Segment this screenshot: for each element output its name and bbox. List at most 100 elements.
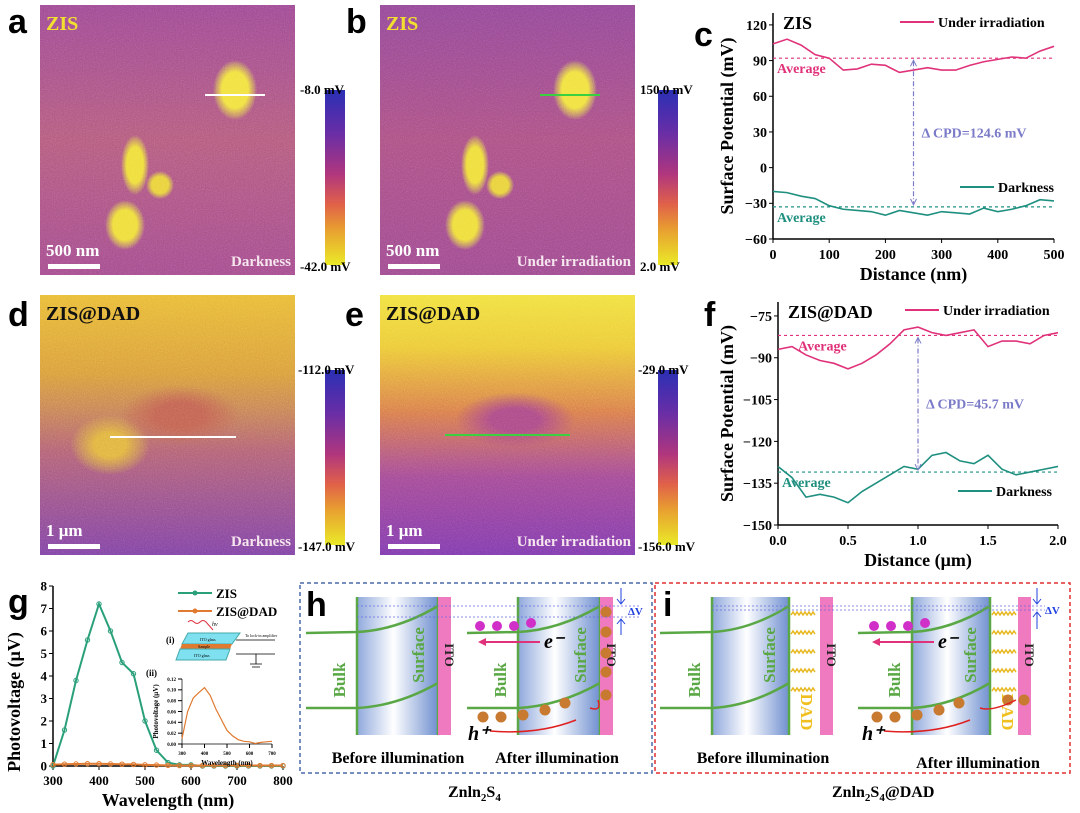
x-tick-label: 300	[178, 752, 186, 757]
y-tick-label: 0.06	[167, 710, 176, 715]
sample-label: Sample	[198, 644, 210, 649]
after-illumination-label: After illumination	[495, 750, 619, 767]
hole-icon	[953, 697, 965, 709]
data-point	[142, 718, 148, 724]
hole-icon	[1018, 694, 1030, 706]
data-point	[50, 761, 56, 768]
arrowhead-icon	[872, 638, 880, 646]
valence-band	[306, 681, 439, 710]
potential-level-lines	[357, 605, 640, 618]
x-tick-label: 2.0	[1049, 534, 1067, 549]
hole-label: h⁺	[468, 723, 492, 745]
surface-label: Surface	[760, 627, 779, 683]
legend-label: Darkness	[996, 485, 1053, 500]
dad-linker	[790, 610, 816, 617]
data-point	[84, 761, 91, 767]
inset-schematic: (i) ITO glass Sample ITO glass To lock-in am…	[166, 620, 278, 668]
y-tick-label: −135	[743, 477, 772, 492]
average-label: Average	[782, 476, 831, 491]
legend-label: Under irradiation	[938, 16, 1045, 31]
dad-linker	[790, 629, 816, 636]
delta-v-arrows	[616, 588, 626, 635]
light-wave-icon	[187, 620, 214, 631]
image-title: ZIS@DAD	[386, 303, 481, 325]
caption-sub: 4	[495, 792, 501, 805]
y-tick-label: 2	[41, 714, 48, 729]
x-tick-label: 0.5	[839, 534, 857, 549]
hole-icon	[911, 709, 923, 721]
data-point	[84, 637, 91, 643]
profile-line	[540, 94, 600, 96]
dad-linker	[991, 667, 1017, 674]
caption-text: Znln	[832, 784, 865, 801]
surface-label: Surface	[571, 627, 590, 683]
x-tick-label: 300	[931, 248, 952, 263]
panel-letter-b: b	[346, 3, 367, 41]
scale-bar	[388, 544, 440, 549]
dad-linker	[790, 667, 816, 674]
ito-label: ITO	[824, 643, 839, 667]
image-title: ZIS	[46, 13, 79, 35]
bulk-label: Bulk	[885, 662, 904, 698]
panel-letter-i: i	[663, 586, 673, 624]
y-tick-label: 8	[41, 579, 48, 594]
ito-label: ITO	[1022, 643, 1037, 667]
data-point	[188, 762, 194, 769]
y-tick-label: −120	[743, 435, 772, 450]
y-axis-label: Surface Potential (mV)	[717, 38, 738, 215]
x-tick-label: 0	[770, 248, 777, 263]
caption-text: S	[486, 784, 496, 801]
hole-icon	[477, 711, 489, 723]
hole-arrow	[883, 719, 971, 733]
electron-icon	[526, 618, 536, 628]
series-line-darkness	[772, 190, 1055, 217]
delta-v-arrows	[1032, 588, 1042, 629]
colorbar-max: -29.0 mV	[638, 362, 689, 377]
y-tick-label: 4	[41, 669, 48, 684]
series-line-under-irradiation	[777, 326, 1059, 370]
panel-h-frame	[299, 582, 653, 774]
average-label: Average	[777, 62, 826, 77]
data-point	[165, 762, 171, 769]
delta-cpd-label: Δ CPD=45.7 mV	[926, 398, 1024, 413]
series-line-zis-dad	[181, 686, 273, 745]
caption-h: Znln2S4	[448, 784, 501, 804]
y-tick-label: −105	[743, 393, 772, 408]
caption-sub: 2	[480, 792, 487, 805]
legend-label: ZIS@DAD	[216, 604, 277, 619]
y-tick-label: 0.00	[167, 743, 176, 748]
conduction-band	[659, 604, 790, 635]
series-line-zis-dad	[52, 762, 283, 767]
x-tick-label: 100	[819, 248, 840, 263]
x-tick-label: 800	[273, 773, 293, 788]
image-title: ZIS@DAD	[46, 303, 141, 325]
colorbar-a	[325, 90, 345, 265]
data-point	[211, 762, 217, 769]
x-axis-label: Wavelength (nm)	[102, 790, 235, 811]
x-tick-label: 400	[89, 773, 109, 788]
inset-ii-label: (ii)	[146, 668, 157, 678]
x-axis-label: Wavelength (nm)	[201, 759, 253, 767]
y-tick-label: 0.02	[167, 732, 176, 737]
chart-title: ZIS@DAD	[788, 302, 873, 322]
ito-layer	[438, 597, 451, 735]
data-point	[107, 628, 114, 634]
arrowhead-icon	[914, 336, 922, 472]
data-point	[222, 762, 229, 769]
y-tick-label: 5	[41, 646, 48, 661]
lockin-label: To lock-in amplifier	[245, 633, 278, 638]
arrowhead-icon	[910, 59, 917, 207]
dad-linker	[991, 686, 1017, 693]
x-tick-label: 500	[223, 752, 231, 757]
bulk-label: Bulk	[491, 662, 510, 698]
valence-band	[467, 681, 601, 710]
x-axis-label: Distance (μm)	[864, 550, 972, 571]
panel-letter-a: a	[8, 3, 27, 41]
chart-c: 0 100 200 300 400 500 −60 −30 0 30 60 90 120 Distance…	[717, 13, 1065, 285]
data-point	[61, 761, 68, 767]
condition-label: Under irradiation	[516, 254, 631, 270]
y-tick-label: −60	[745, 233, 767, 248]
